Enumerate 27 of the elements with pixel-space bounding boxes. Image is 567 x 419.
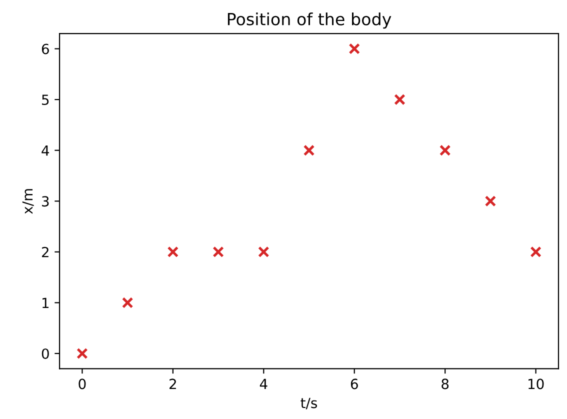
x-tick-label: 10 [528,378,544,390]
y-axis-title: x/m [22,189,34,214]
point [484,195,496,207]
x-tick-label: 4 [260,378,268,389]
point [167,246,179,258]
y-tick-label: 3 [42,196,49,207]
point [394,94,406,106]
y-tick-label: 4 [42,145,50,156]
point [122,297,134,308]
point [348,43,360,54]
x-tick-label: 2 [170,378,176,389]
x-tick-label: 8 [442,378,449,390]
point [530,246,542,258]
point [439,144,451,156]
point [303,144,315,156]
y-tick-label: 0 [42,348,49,359]
x-tick-label: 0 [78,378,86,390]
y-tick-label: 5 [42,94,49,106]
point [212,246,224,258]
chart-title: Position of the body [228,12,392,29]
y-tick-label: 2 [42,246,48,258]
x-tick-label: 6 [350,378,358,390]
point [258,246,270,258]
y-tick-label: 1 [42,298,49,308]
x-axis-title: t/s [300,398,318,410]
y-tick-label: 6 [42,44,49,54]
point [76,348,88,360]
